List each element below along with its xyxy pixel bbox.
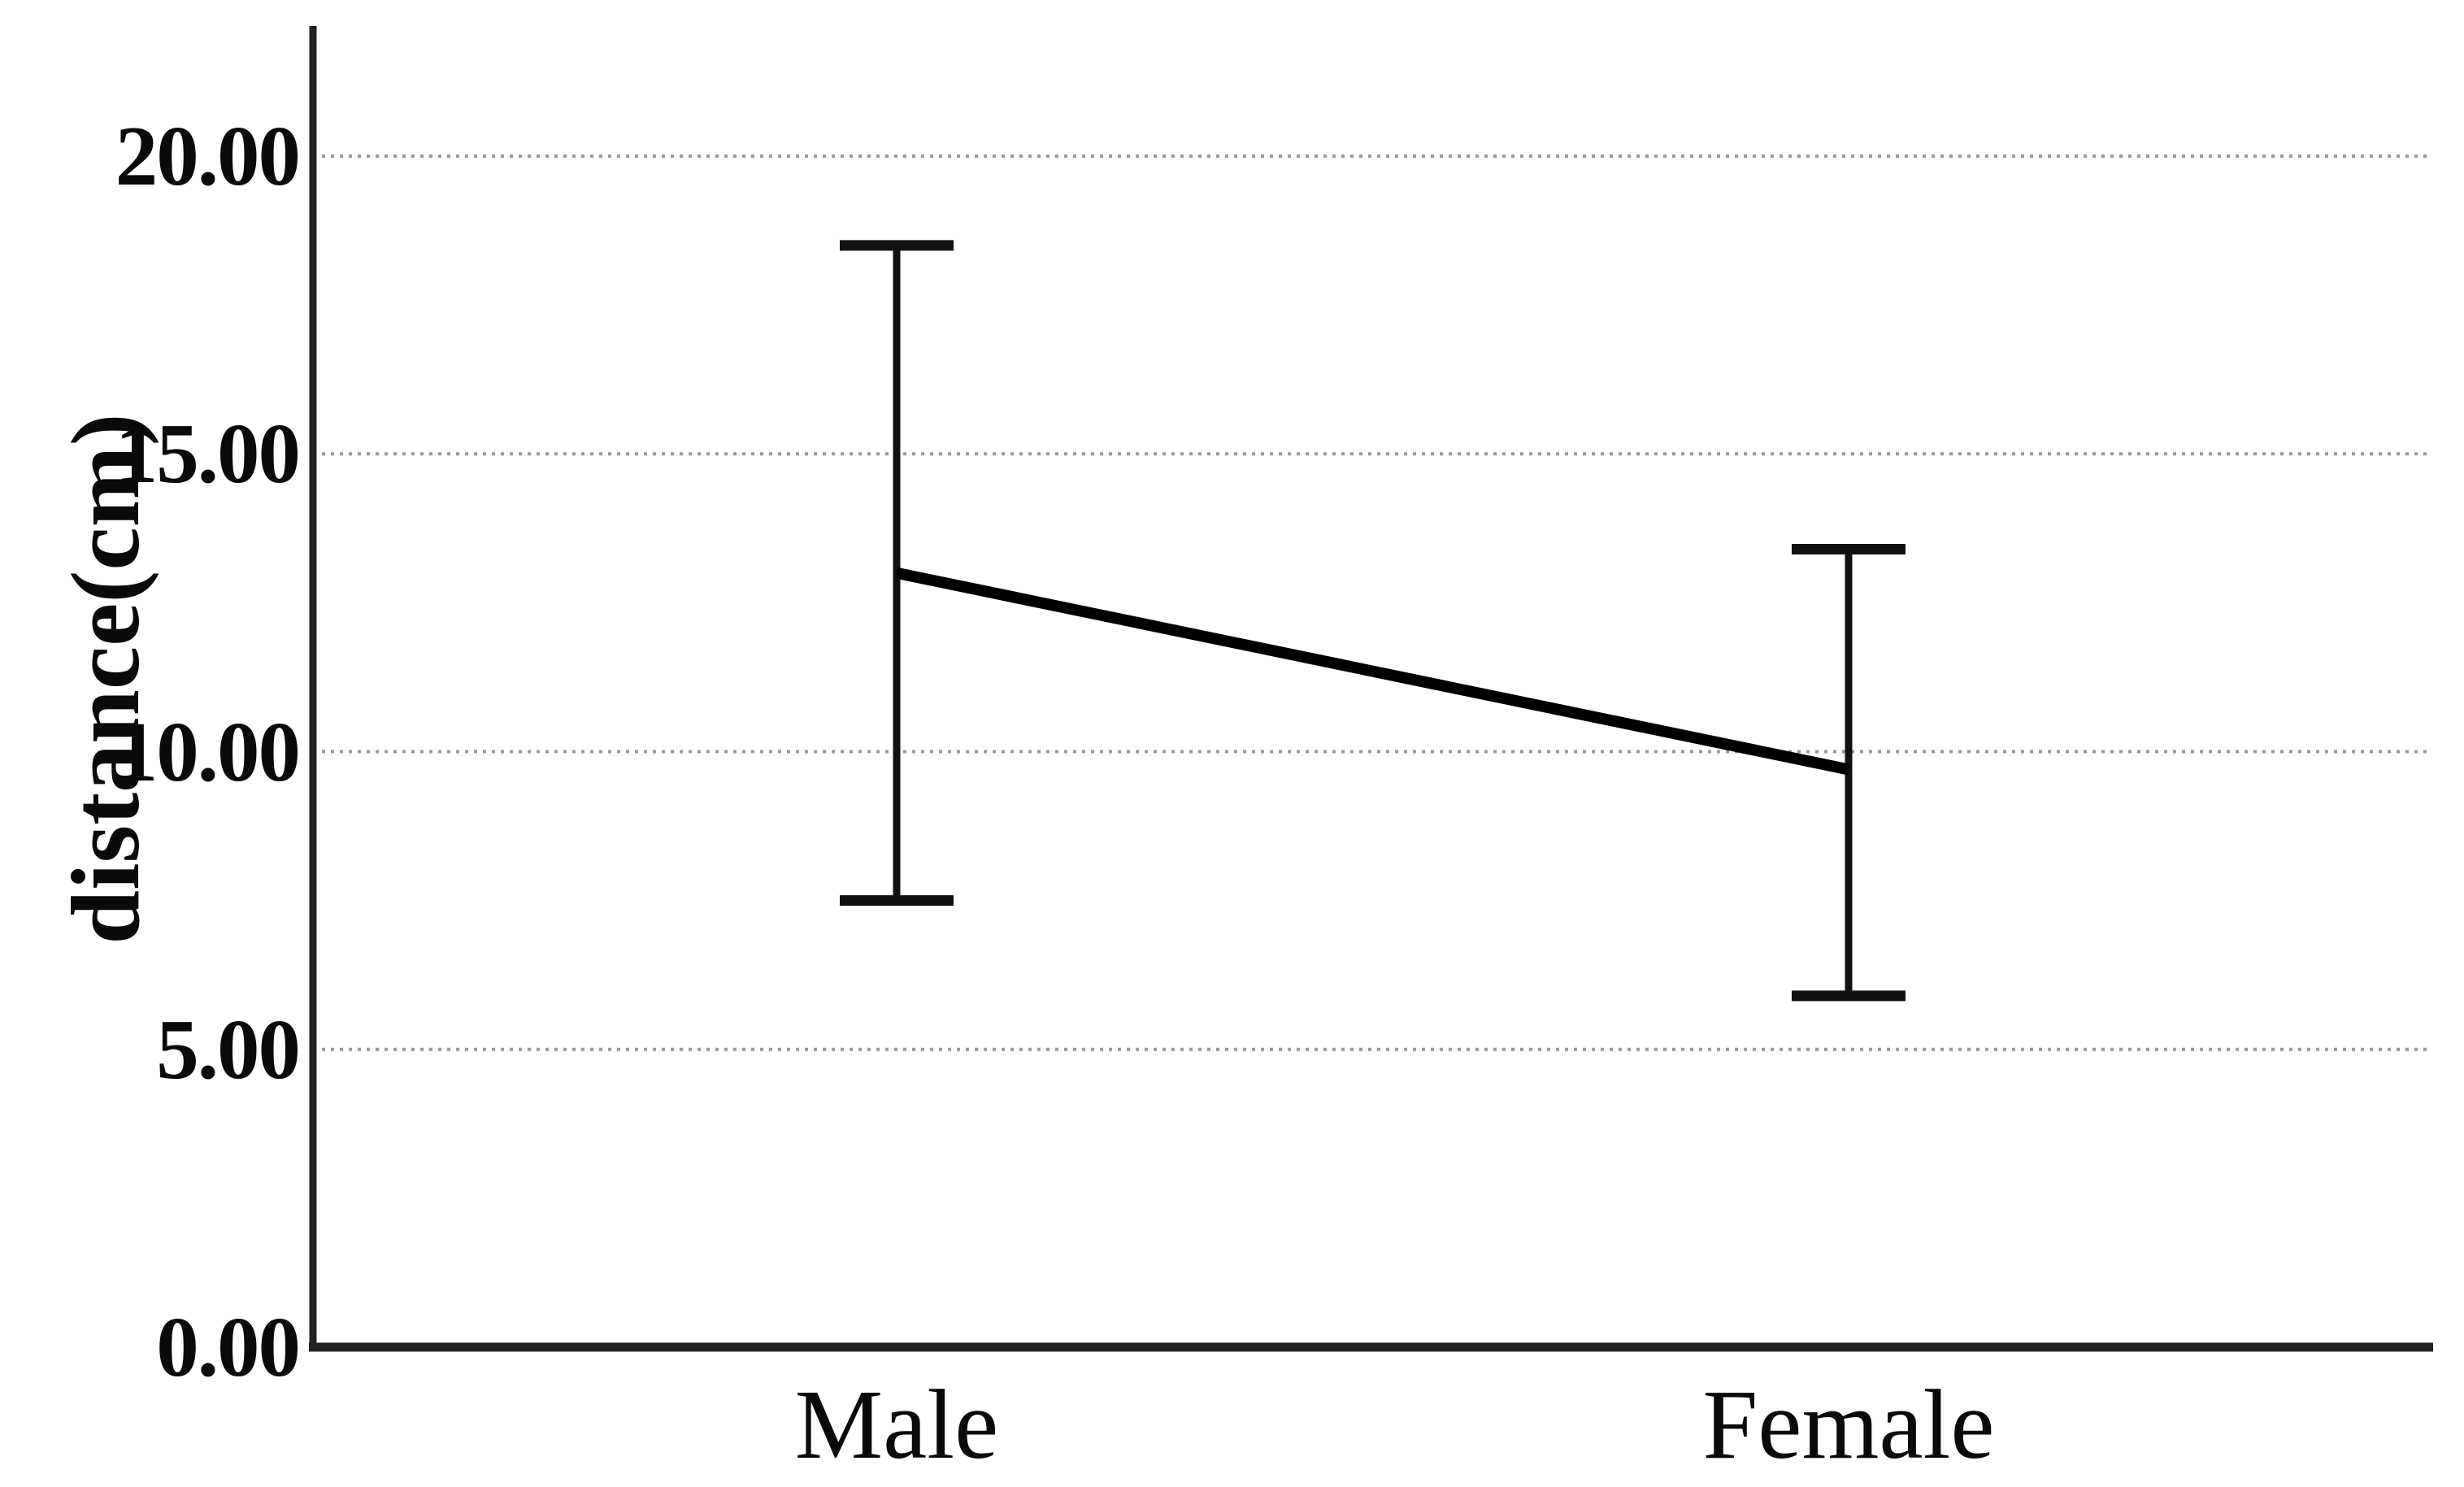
y-tick-label-15: 15.00 xyxy=(115,406,301,501)
y-tick-label-20: 20.00 xyxy=(115,108,301,203)
y-tick-label-0: 0.00 xyxy=(156,1299,301,1394)
y-tick-label-5: 5.00 xyxy=(156,1002,301,1097)
x-category-label-male: Male xyxy=(794,1370,999,1480)
y-tick-label-10: 10.00 xyxy=(115,704,301,799)
mean-trend-line xyxy=(895,567,1850,776)
x-category-label-female: Female xyxy=(1702,1370,1995,1480)
